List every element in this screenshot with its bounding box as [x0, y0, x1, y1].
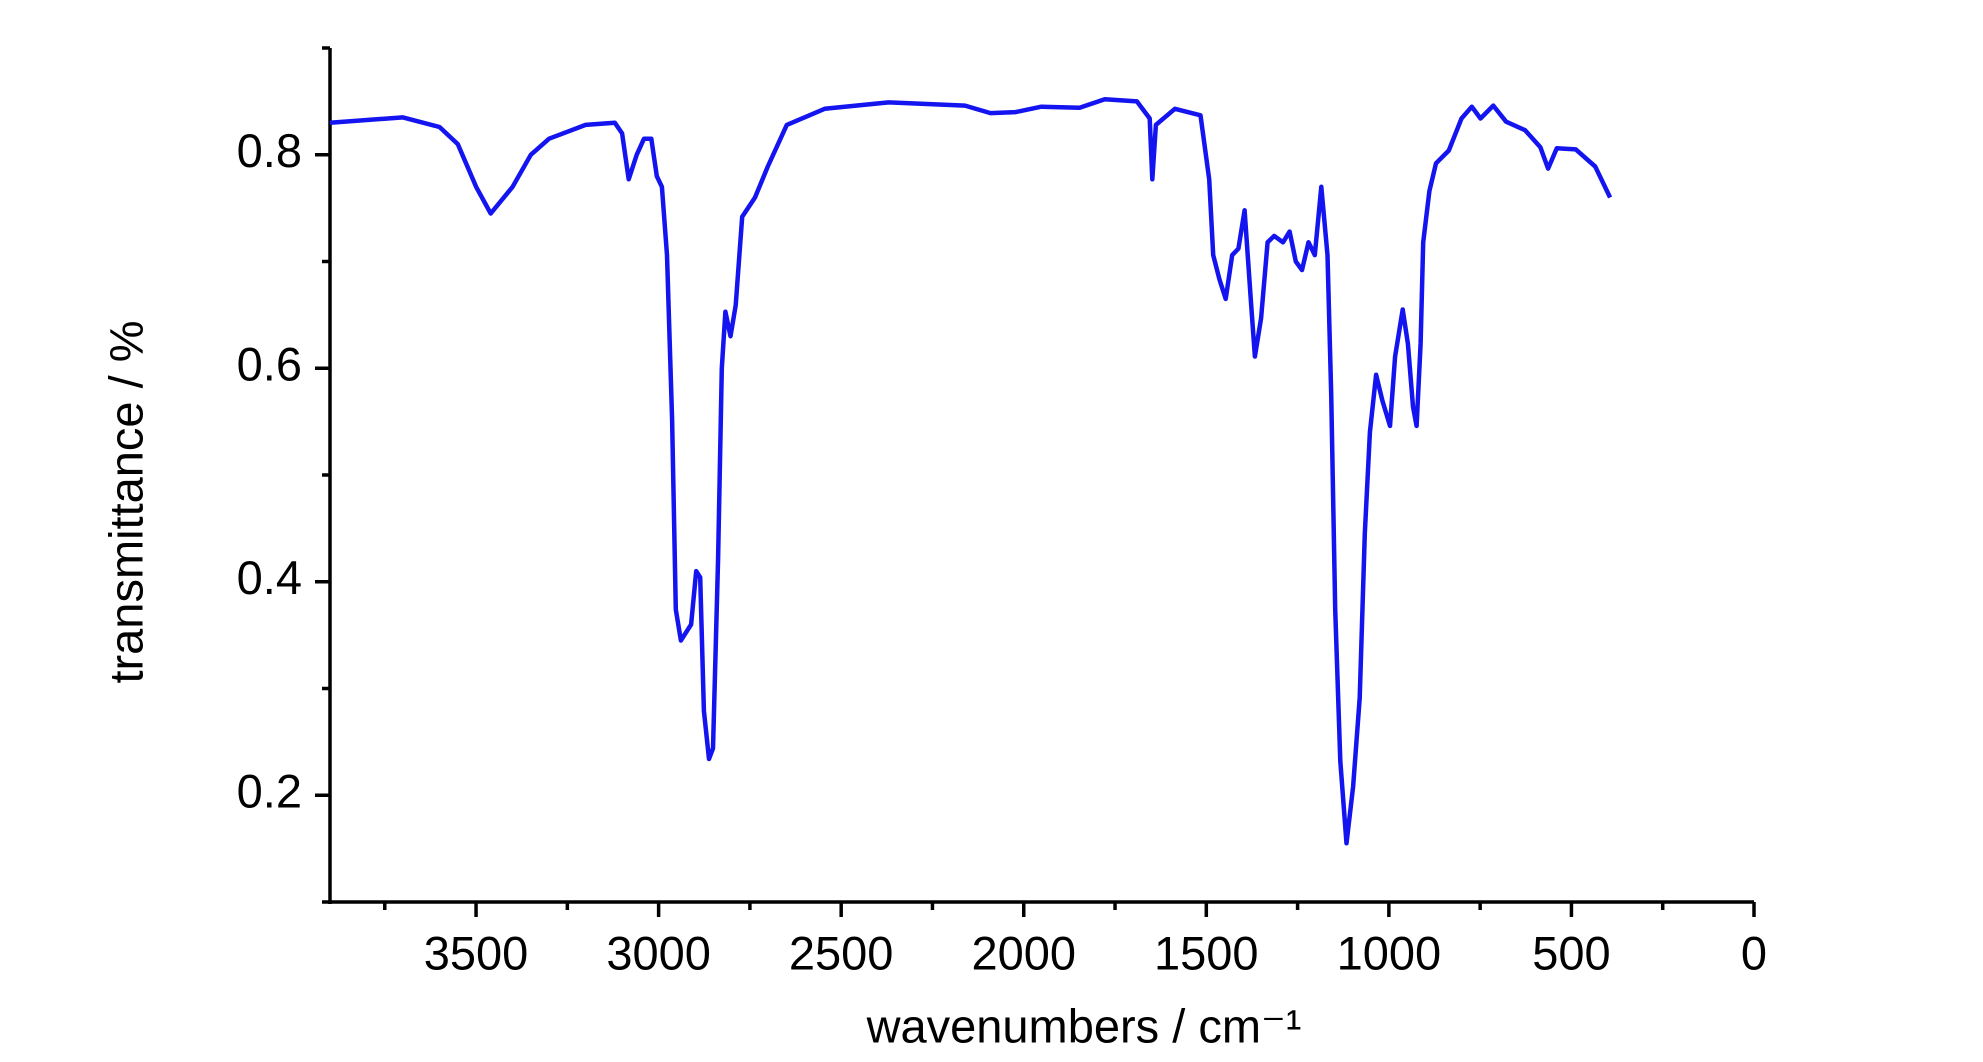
x-tick-label: 2000	[971, 926, 1076, 979]
x-tick-label: 1500	[1154, 926, 1259, 979]
x-tick-label: 0	[1741, 926, 1767, 979]
y-tick-label: 0.4	[237, 551, 302, 604]
y-tick-label: 0.6	[237, 338, 302, 391]
x-tick-label: 500	[1532, 926, 1610, 979]
y-axis-label: transmittance / %	[99, 320, 152, 683]
x-tick-label: 3500	[424, 926, 529, 979]
x-tick-label: 1000	[1337, 926, 1442, 979]
x-axis-label: wavenumbers / cm⁻¹	[866, 999, 1302, 1052]
x-tick-label: 3000	[606, 926, 711, 979]
y-tick-label: 0.8	[237, 124, 302, 177]
x-tick-label: 2500	[789, 926, 894, 979]
spectrum-line	[329, 96, 1613, 846]
y-tick-label: 0.2	[237, 765, 302, 818]
